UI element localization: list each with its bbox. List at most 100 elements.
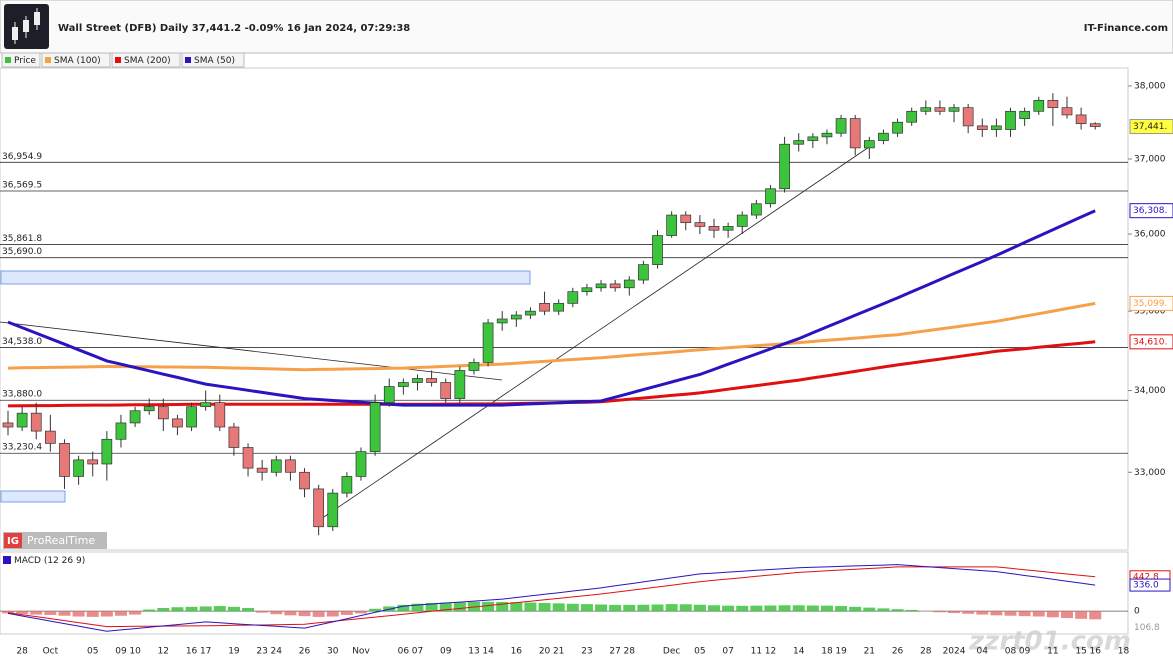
legend-swatch [45,57,51,63]
x-tick-label: 08 [1005,647,1017,657]
histogram-bar [877,608,889,611]
candle-body [808,137,818,141]
candle-body [681,215,691,223]
candle-body [653,236,663,265]
indicator-swatch [3,556,11,564]
x-tick-label: 07 [412,647,423,657]
app-logo [4,4,49,49]
histogram-bar [539,603,551,611]
histogram-bar [750,606,762,611]
x-tick-label: 14 [482,647,494,657]
candle-body [271,460,281,472]
x-tick-label: 14 [793,647,805,657]
histogram-bar [313,611,325,617]
candle-body [624,280,634,288]
histogram-bar [595,605,607,612]
histogram-bar [73,611,85,616]
histogram-bar [680,604,692,611]
histogram-bar [284,611,296,615]
histogram-bar [299,611,311,616]
histogram-bar [793,605,805,611]
histogram-bar [694,605,706,611]
level-label: 34,538.0 [2,337,42,347]
x-tick-label: 26 [299,647,311,657]
histogram-bar [355,611,367,613]
legend-swatch [115,57,121,63]
histogram-bar [736,606,748,611]
candle-body [864,141,874,148]
x-tick-label: Nov [352,647,370,657]
candle-body [483,323,493,363]
candle-body [949,108,959,112]
histogram-bar [764,606,776,612]
histogram-bar [1047,611,1059,617]
histogram-bar [87,611,99,617]
histogram-bar [101,611,113,616]
candle-body [1090,124,1100,127]
histogram-bar [1019,611,1031,616]
histogram-bar [30,611,42,614]
candle-body [1034,100,1044,111]
histogram-bar [835,606,847,611]
candle-body [412,378,422,382]
candle-body [469,362,479,370]
y-tick-label: 0 [1134,607,1140,617]
histogram-bar [779,605,791,611]
x-tick-label: 24 [271,647,283,657]
x-tick-label: 07 [722,647,733,657]
candle-body [116,423,126,439]
level-label: 33,230.4 [2,443,42,453]
x-tick-label: 12 [765,647,776,657]
candle-body [257,468,267,472]
candle-body [525,311,535,315]
candle-body [285,460,295,472]
histogram-bar [115,611,127,616]
candle-body [172,419,182,427]
candle-body [638,265,648,280]
histogram-bar [609,605,621,611]
candle-body [300,472,310,489]
level-label: 35,861.8 [2,234,42,244]
candle-body [342,476,352,493]
candle-body [59,443,69,476]
histogram-bar [821,606,833,611]
end-label: 36,308. [1133,206,1167,216]
candle-body [102,439,112,464]
candle-body [1062,108,1072,115]
y-tick-label: 33,000 [1134,468,1166,478]
x-tick-label: 05 [87,647,98,657]
candle-body [1006,111,1016,129]
histogram-bar [553,603,565,611]
candle-body [695,223,705,227]
histogram-bar [962,611,974,614]
x-tick-label: 04 [977,647,989,657]
y-tick-label: 34,000 [1134,386,1166,396]
x-tick-label: 20 [539,647,551,657]
badge-logo: IG [7,536,19,547]
histogram-bar [200,606,212,611]
level-label: 36,569.5 [2,181,42,191]
candle-body [935,108,945,112]
x-tick-label: 06 [398,647,410,657]
x-tick-label: 23 [581,647,592,657]
y-tick-label: 38,000 [1134,81,1166,91]
histogram-bar [652,605,664,612]
x-tick-label: 23 [256,647,267,657]
x-tick-label: 11 [1047,647,1058,657]
candle-body [31,413,41,431]
indicator-title: MACD (12 26 9) [14,556,85,566]
chart-title: Wall Street (DFB) Daily 37,441.2 -0.09% … [58,23,410,34]
candle-body [398,382,408,386]
candle-body [893,122,903,133]
histogram-bar [623,605,635,611]
x-tick-label: 09 [440,647,452,657]
histogram-bar [567,604,579,611]
histogram-bar [524,603,536,612]
histogram-bar [906,610,918,611]
candle-body [1020,111,1030,118]
legend-swatch [5,57,11,63]
candle-body [3,423,13,427]
candle-body [144,407,154,411]
histogram-bar [171,607,183,611]
x-tick-label: Dec [663,647,680,657]
